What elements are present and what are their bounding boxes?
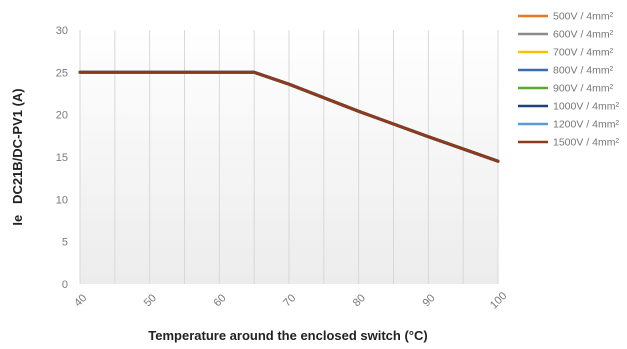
series-line xyxy=(78,70,500,163)
legend-label: 1200V / 4mm² xyxy=(553,119,619,131)
series-lines xyxy=(78,70,500,163)
x-tick-label: 60 xyxy=(211,292,228,309)
y-tick-label: 5 xyxy=(62,237,68,249)
y-tick-label: 0 xyxy=(62,279,68,291)
x-tick-label: 50 xyxy=(142,292,159,309)
legend-label: 600V / 4mm² xyxy=(553,29,614,41)
legend-label: 1500V / 4mm² xyxy=(553,137,619,149)
y-tick-label: 25 xyxy=(56,67,68,79)
legend-label: 900V / 4mm² xyxy=(553,83,614,95)
legend: 500V / 4mm² 600V / 4mm² 700V / 4mm² 800V / … xyxy=(518,11,619,149)
legend-label: 700V / 4mm² xyxy=(553,47,614,59)
x-tick-label: 90 xyxy=(420,292,437,309)
x-tick-label: 80 xyxy=(351,292,368,309)
legend-label: 500V / 4mm² xyxy=(553,11,614,23)
x-tick-label: 40 xyxy=(72,292,89,309)
x-tick-label: 70 xyxy=(281,292,298,309)
y-axis-ticks: 0 5 10 15 20 25 30 xyxy=(56,25,68,291)
legend-label: 800V / 4mm² xyxy=(553,65,614,77)
y-axis-title: Ie DC21B/DC-PV1 (A) xyxy=(10,88,25,225)
y-tick-label: 15 xyxy=(56,152,68,164)
y-tick-label: 30 xyxy=(56,25,68,37)
y-tick-label: 10 xyxy=(56,194,68,206)
legend-label: 1000V / 4mm² xyxy=(553,101,619,113)
y-tick-label: 20 xyxy=(56,110,68,122)
x-tick-label: 100 xyxy=(488,290,509,311)
x-axis-title: Temperature around the enclosed switch (… xyxy=(148,328,427,343)
x-axis-ticks: 40 50 60 70 80 90 100 xyxy=(72,290,509,311)
